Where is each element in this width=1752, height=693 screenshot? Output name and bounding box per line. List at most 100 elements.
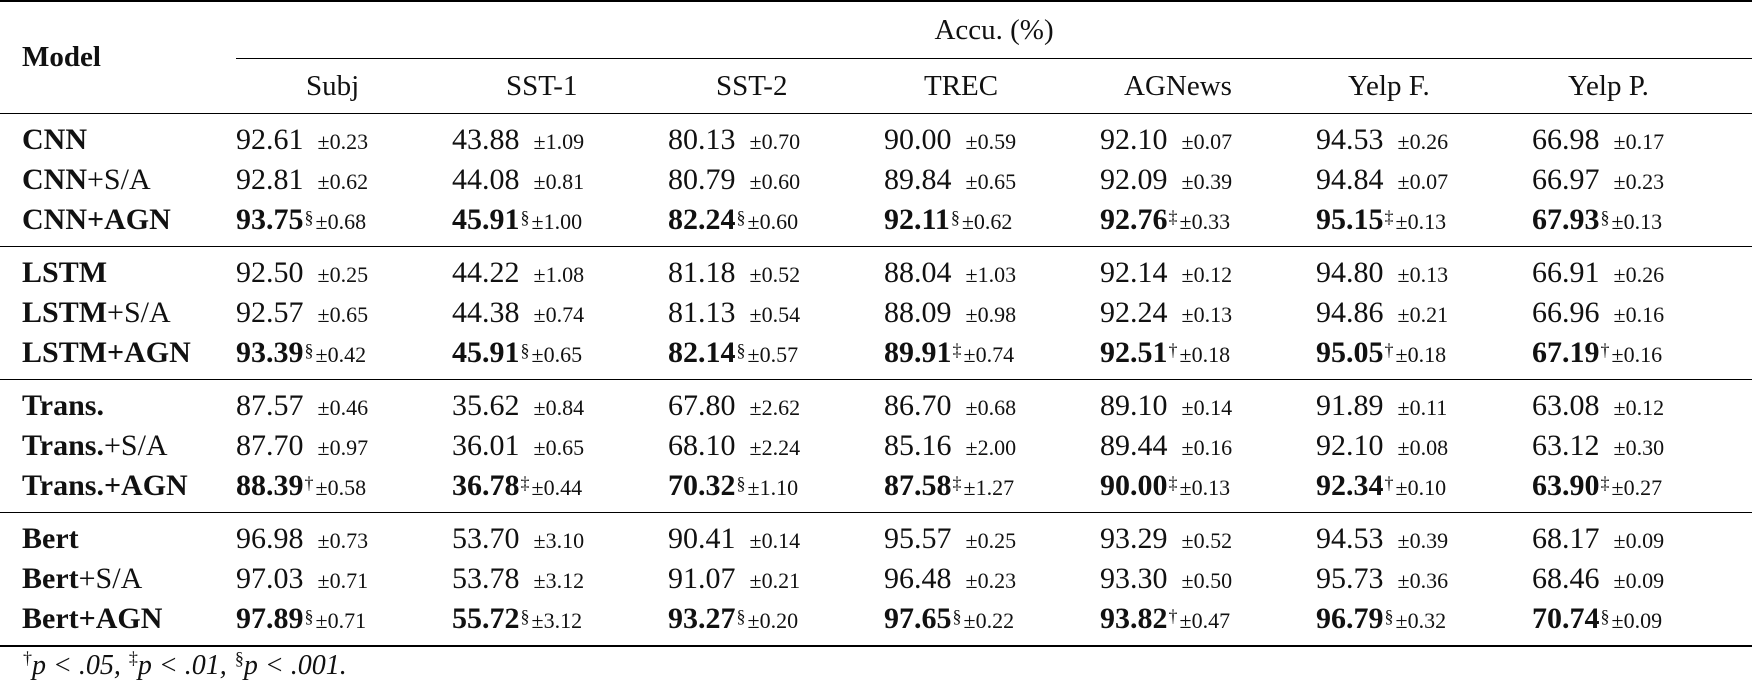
accuracy-cell: 95.05†±0.18 bbox=[1316, 333, 1532, 380]
accuracy-value: 92.76 bbox=[1100, 203, 1168, 236]
std-dev: ±0.20 bbox=[747, 608, 799, 633]
accuracy-cell: 68.46 ±0.09 bbox=[1532, 559, 1752, 599]
model-name: Trans. bbox=[22, 429, 104, 462]
std-dev: ±0.57 bbox=[747, 342, 799, 367]
std-dev: ±0.54 bbox=[749, 302, 801, 327]
accuracy-cell: 97.03 ±0.71 bbox=[236, 559, 452, 599]
std-dev: ±0.42 bbox=[315, 342, 367, 367]
table-row: LSTM+AGN 93.39§±0.42 45.91§±0.65 82.14§±0.5… bbox=[0, 333, 1752, 380]
footnote-symbol: † bbox=[23, 647, 32, 668]
accuracy-value: 91.07 bbox=[668, 562, 736, 595]
accuracy-cell: 81.13 ±0.54 bbox=[668, 293, 884, 333]
model-name-cell: CNN+AGN bbox=[0, 200, 236, 247]
model-name: Bert bbox=[22, 522, 79, 555]
accuracy-cell: 94.86 ±0.21 bbox=[1316, 293, 1532, 333]
std-dev: ±0.25 bbox=[317, 262, 369, 287]
significance-mark: † bbox=[1600, 339, 1610, 360]
std-dev: ±0.60 bbox=[747, 209, 799, 234]
accuracy-value: 81.18 bbox=[668, 256, 736, 289]
std-dev: ±2.24 bbox=[749, 435, 801, 460]
model-name-cell: LSTM+S/A bbox=[0, 293, 236, 333]
std-dev: ±3.12 bbox=[533, 568, 585, 593]
accuracy-cell: 92.50 ±0.25 bbox=[236, 247, 452, 294]
significance-mark: † bbox=[1168, 605, 1178, 626]
table-body: CNN 92.61 ±0.23 43.88 ±1.09 80.13 ±0.70 90.00 ±0… bbox=[0, 113, 1752, 646]
accuracy-value: 53.78 bbox=[452, 562, 520, 595]
accuracy-cell: 89.91‡±0.74 bbox=[884, 333, 1100, 380]
model-name: Trans. bbox=[22, 389, 104, 422]
std-dev: ±0.13 bbox=[1395, 209, 1447, 234]
significance-mark: § bbox=[736, 605, 746, 626]
accuracy-cell: 94.53 ±0.39 bbox=[1316, 513, 1532, 560]
accuracy-cell: 93.30 ±0.50 bbox=[1100, 559, 1316, 599]
accuracy-value: 97.89 bbox=[236, 602, 304, 635]
footnote-text: p < .001. bbox=[243, 650, 347, 681]
std-dev: ±0.09 bbox=[1613, 528, 1665, 553]
accuracy-value: 94.86 bbox=[1316, 296, 1384, 329]
accuracy-cell: 92.11§±0.62 bbox=[884, 200, 1100, 247]
accuracy-cell: 88.39†±0.58 bbox=[236, 466, 452, 513]
table-row: Bert 96.98 ±0.73 53.70 ±3.10 90.41 ±0.14 95.57 ±… bbox=[0, 512, 1752, 560]
std-dev: ±0.22 bbox=[963, 608, 1015, 633]
header-model: Model bbox=[22, 41, 101, 73]
accuracy-cell: 89.44 ±0.16 bbox=[1100, 426, 1316, 466]
model-name: LSTM+AGN bbox=[22, 336, 191, 369]
std-dev: ±0.12 bbox=[1613, 395, 1665, 420]
accuracy-value: 94.80 bbox=[1316, 256, 1384, 289]
accuracy-value: 45.91 bbox=[452, 336, 520, 369]
accuracy-value: 82.24 bbox=[668, 203, 736, 236]
accuracy-cell: 93.39§±0.42 bbox=[236, 333, 452, 380]
accuracy-cell: 93.29 ±0.52 bbox=[1100, 513, 1316, 560]
std-dev: ±0.08 bbox=[1397, 435, 1449, 460]
accuracy-value: 89.91 bbox=[884, 336, 952, 369]
model-name: Bert bbox=[22, 562, 79, 595]
std-dev: ±0.60 bbox=[749, 169, 801, 194]
accuracy-value: 67.80 bbox=[668, 389, 736, 422]
accuracy-value: 89.10 bbox=[1100, 389, 1168, 422]
std-dev: ±0.71 bbox=[317, 568, 369, 593]
accuracy-cell: 67.93§±0.13 bbox=[1532, 200, 1752, 247]
table-row: Bert+S/A 97.03 ±0.71 53.78 ±3.12 91.07 ±0.21 96… bbox=[0, 559, 1752, 599]
accuracy-value: 89.84 bbox=[884, 163, 952, 196]
accuracy-cell: 66.91 ±0.26 bbox=[1532, 247, 1752, 294]
accuracy-cell: 90.00‡±0.13 bbox=[1100, 466, 1316, 513]
column-header: SST-2 bbox=[716, 69, 788, 102]
table-row: LSTM 92.50 ±0.25 44.22 ±1.08 81.18 ±0.52 88.04 ±… bbox=[0, 246, 1752, 294]
accuracy-value: 92.61 bbox=[236, 123, 304, 156]
column-header: AGNews bbox=[1124, 69, 1232, 102]
accuracy-value: 43.88 bbox=[452, 123, 520, 156]
accuracy-cell: 43.88 ±1.09 bbox=[452, 114, 668, 161]
std-dev: ±0.65 bbox=[965, 169, 1017, 194]
std-dev: ±0.07 bbox=[1397, 169, 1449, 194]
std-dev: ±0.36 bbox=[1397, 568, 1449, 593]
accuracy-value: 53.70 bbox=[452, 522, 520, 555]
column-header: Yelp F. bbox=[1348, 69, 1430, 102]
accuracy-value: 97.03 bbox=[236, 562, 304, 595]
accuracy-value: 86.70 bbox=[884, 389, 952, 422]
std-dev: ±0.18 bbox=[1179, 342, 1231, 367]
accuracy-value: 44.38 bbox=[452, 296, 520, 329]
accuracy-cell: 92.51†±0.18 bbox=[1100, 333, 1316, 380]
std-dev: ±2.62 bbox=[749, 395, 801, 420]
accuracy-cell: 97.65§±0.22 bbox=[884, 599, 1100, 646]
accuracy-cell: 92.10 ±0.07 bbox=[1100, 114, 1316, 161]
std-dev: ±0.98 bbox=[965, 302, 1017, 327]
accuracy-value: 90.41 bbox=[668, 522, 736, 555]
accuracy-value: 92.24 bbox=[1100, 296, 1168, 329]
accuracy-value: 66.96 bbox=[1532, 296, 1600, 329]
accuracy-value: 66.97 bbox=[1532, 163, 1600, 196]
footnote-symbol: ‡ bbox=[128, 647, 138, 668]
model-name: LSTM bbox=[22, 256, 108, 289]
model-name: Trans.+AGN bbox=[22, 469, 188, 502]
accuracy-value: 66.98 bbox=[1532, 123, 1600, 156]
accuracy-value: 97.65 bbox=[884, 602, 952, 635]
accuracy-cell: 68.10 ±2.24 bbox=[668, 426, 884, 466]
std-dev: ±0.13 bbox=[1611, 209, 1663, 234]
std-dev: ±0.13 bbox=[1397, 262, 1449, 287]
accuracy-cell: 96.98 ±0.73 bbox=[236, 513, 452, 560]
std-dev: ±3.10 bbox=[533, 528, 585, 553]
significance-mark: † bbox=[1168, 339, 1178, 360]
accuracy-value: 63.08 bbox=[1532, 389, 1600, 422]
accuracy-value: 81.13 bbox=[668, 296, 736, 329]
accuracy-value: 93.27 bbox=[668, 602, 736, 635]
